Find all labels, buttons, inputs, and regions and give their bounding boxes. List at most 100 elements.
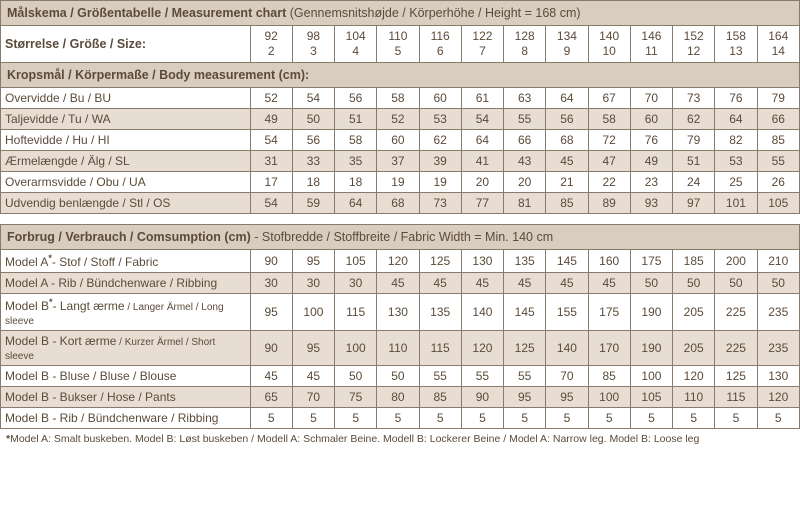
consumption-cell: 50: [377, 366, 419, 387]
consumption-cell: 115: [419, 331, 461, 366]
measurement-cell: 60: [377, 130, 419, 151]
measurement-cell: 53: [715, 151, 757, 172]
consumption-cell: 190: [630, 294, 672, 331]
consumption-row: Model A - Rib / Bündchenware / Ribbing30…: [1, 273, 800, 294]
consumption-cell: 145: [546, 250, 588, 273]
consumption-cell: 80: [377, 387, 419, 408]
size-col-7: 1349: [546, 26, 588, 63]
measurement-cell: 58: [335, 130, 377, 151]
consumption-cell: 30: [335, 273, 377, 294]
consumption-row: Model B - Bluse / Bluse / Blouse45455050…: [1, 366, 800, 387]
consumption-cell: 55: [504, 366, 546, 387]
measurement-cell: 25: [715, 172, 757, 193]
measurement-row-label: Taljevidde / Tu / WA: [1, 109, 251, 130]
measurement-cell: 66: [757, 109, 799, 130]
measurement-cell: 64: [335, 193, 377, 214]
measurement-cell: 59: [292, 193, 334, 214]
measurement-cell: 62: [419, 130, 461, 151]
consumption-cell: 235: [757, 331, 799, 366]
measurement-cell: 67: [588, 88, 630, 109]
consumption-row-label-small: / Kurzer Ärmel / Short sleeve: [5, 337, 215, 362]
measurement-cell: 89: [588, 193, 630, 214]
consumption-row-label: Model B - Kort ærme / Kurzer Ärmel / Sho…: [1, 331, 251, 366]
footnote-text: Model A: Smalt buskeben. Model B: Løst b…: [10, 433, 699, 445]
consumption-cell: 5: [673, 408, 715, 429]
consumption-cell: 130: [461, 250, 503, 273]
consumption-cell: 160: [588, 250, 630, 273]
consumption-row-label-small: / Langer Ärmel / Long sleeve: [5, 302, 224, 327]
size-col-10: 15212: [673, 26, 715, 63]
consumption-cell: 55: [419, 366, 461, 387]
measurement-cell: 20: [461, 172, 503, 193]
measurement-cell: 54: [461, 109, 503, 130]
measurement-cell: 85: [546, 193, 588, 214]
measurement-cell: 39: [419, 151, 461, 172]
measurement-cell: 66: [504, 130, 546, 151]
consumption-cell: 100: [630, 366, 672, 387]
consumption-cell: 125: [715, 366, 757, 387]
measurement-cell: 21: [546, 172, 588, 193]
measurement-cell: 76: [630, 130, 672, 151]
measurement-cell: 54: [250, 193, 292, 214]
consumption-cell: 110: [673, 387, 715, 408]
consumption-cell: 5: [335, 408, 377, 429]
measurement-cell: 35: [335, 151, 377, 172]
measurement-cell: 37: [377, 151, 419, 172]
measurement-cell: 50: [292, 109, 334, 130]
consumption-cell: 145: [504, 294, 546, 331]
measurement-cell: 60: [419, 88, 461, 109]
measurement-cell: 56: [546, 109, 588, 130]
measurement-cell: 79: [757, 88, 799, 109]
consumption-cell: 85: [419, 387, 461, 408]
measurement-cell: 101: [715, 193, 757, 214]
measurement-cell: 45: [546, 151, 588, 172]
measurement-cell: 55: [757, 151, 799, 172]
measurement-cell: 73: [419, 193, 461, 214]
consumption-cell: 5: [377, 408, 419, 429]
measurement-cell: 64: [715, 109, 757, 130]
measurement-cell: 58: [377, 88, 419, 109]
consumption-cell: 5: [504, 408, 546, 429]
measurement-cell: 68: [377, 193, 419, 214]
measurement-title-rest: (Gennemsnitshøjde / Körperhöhe / Height …: [286, 6, 580, 20]
consumption-cell: 95: [546, 387, 588, 408]
consumption-cell: 75: [335, 387, 377, 408]
consumption-row-label: Model B - Bukser / Hose / Pants: [1, 387, 251, 408]
consumption-cell: 225: [715, 294, 757, 331]
measurement-cell: 64: [461, 130, 503, 151]
consumption-row-label: Model B - Bluse / Bluse / Blouse: [1, 366, 251, 387]
consumption-cell: 120: [461, 331, 503, 366]
consumption-cell: 70: [292, 387, 334, 408]
measurement-cell: 77: [461, 193, 503, 214]
measurement-cell: 18: [292, 172, 334, 193]
measurement-cell: 72: [588, 130, 630, 151]
size-col-3: 1105: [377, 26, 419, 63]
consumption-cell: 30: [250, 273, 292, 294]
consumption-cell: 115: [335, 294, 377, 331]
measurement-row: Hoftevidde / Hu / HI54565860626466687276…: [1, 130, 800, 151]
measurement-row: Overarmsvidde / Obu / UA1718181919202021…: [1, 172, 800, 193]
consumption-cell: 5: [715, 408, 757, 429]
consumption-cell: 95: [292, 331, 334, 366]
size-col-8: 14010: [588, 26, 630, 63]
size-col-0: 922: [250, 26, 292, 63]
consumption-row-label: Model A - Rib / Bündchenware / Ribbing: [1, 273, 251, 294]
measurement-cell: 41: [461, 151, 503, 172]
measurement-cell: 22: [588, 172, 630, 193]
consumption-row-label: Model B*- Langt ærme / Langer Ärmel / Lo…: [1, 294, 251, 331]
measurement-cell: 43: [504, 151, 546, 172]
measurement-cell: 33: [292, 151, 334, 172]
measurement-title-bold: Målskema / Größentabelle / Measurement c…: [7, 6, 286, 20]
measurement-cell: 79: [673, 130, 715, 151]
measurement-row: Overvidde / Bu / BU525456586061636467707…: [1, 88, 800, 109]
consumption-cell: 50: [673, 273, 715, 294]
measurement-cell: 76: [715, 88, 757, 109]
consumption-cell: 45: [546, 273, 588, 294]
consumption-cell: 5: [546, 408, 588, 429]
measurement-cell: 63: [504, 88, 546, 109]
measurement-cell: 62: [673, 109, 715, 130]
consumption-cell: 185: [673, 250, 715, 273]
consumption-cell: 70: [546, 366, 588, 387]
measurement-cell: 52: [377, 109, 419, 130]
consumption-cell: 5: [630, 408, 672, 429]
